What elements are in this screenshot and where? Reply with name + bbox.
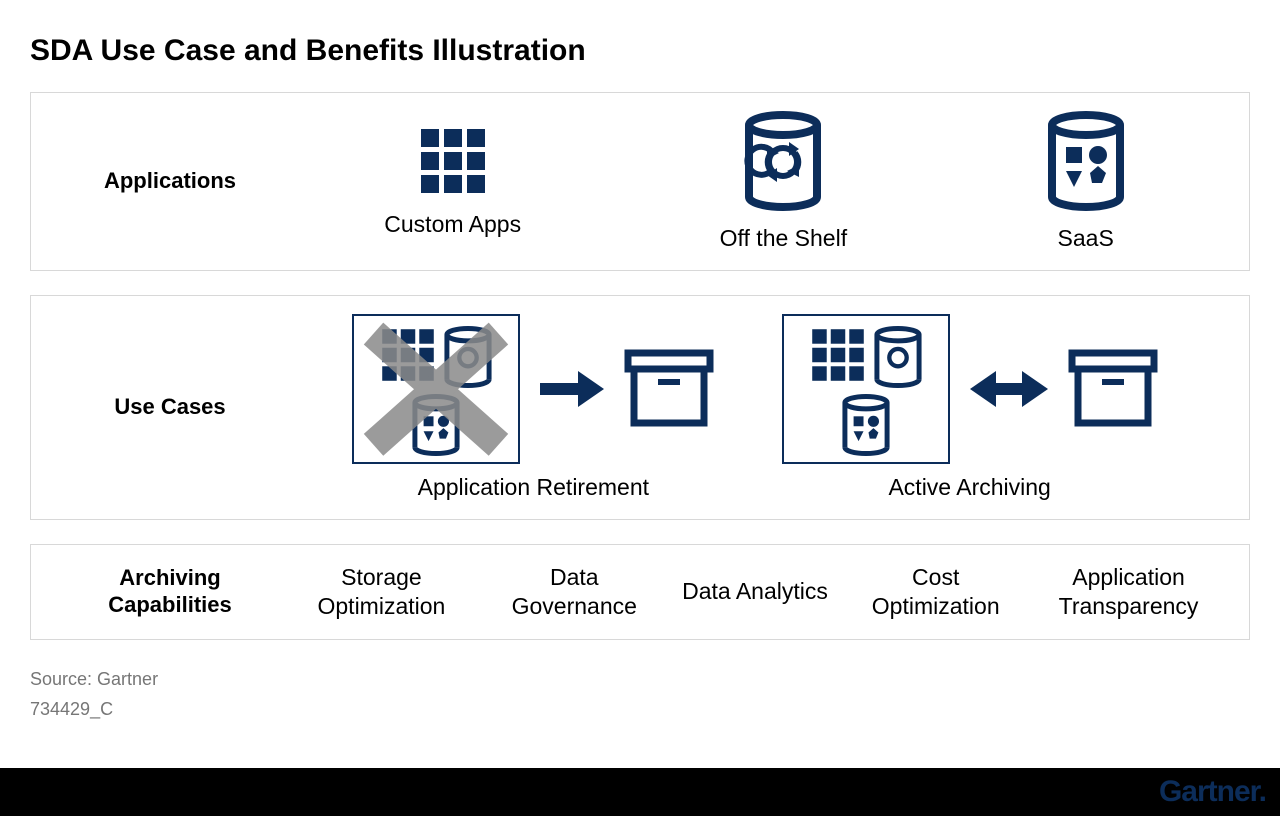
grid-icon <box>809 326 867 384</box>
usecase-active-archiving: Active Archiving <box>782 314 1158 501</box>
archive-box-icon <box>1068 349 1158 429</box>
app-ots-caption: Off the Shelf <box>720 225 847 252</box>
database-shapes-icon <box>1046 111 1126 211</box>
footer-bar: Gartner. <box>0 768 1280 816</box>
grid-icon <box>379 326 437 384</box>
cap-governance: Data Governance <box>489 563 659 621</box>
usecases-panel: Use Cases <box>30 295 1250 520</box>
brand-logo: Gartner. <box>1159 775 1266 809</box>
capabilities-label: Archiving Capabilities <box>55 565 285 618</box>
cap-cost: Cost Optimization <box>851 563 1021 621</box>
usecase-retirement-caption: Application Retirement <box>418 474 649 501</box>
usecases-content: Application Retirement <box>285 314 1225 501</box>
archive-box-icon <box>624 349 714 429</box>
applications-content: Custom Apps <box>285 111 1225 252</box>
database-sync-icon <box>743 111 823 211</box>
app-saas-caption: SaaS <box>1058 225 1114 252</box>
database-shapes-icon <box>411 394 461 456</box>
capabilities-content: Storage Optimization Data Governance Dat… <box>285 563 1225 621</box>
app-saas: SaaS <box>1046 111 1126 252</box>
cap-analytics: Data Analytics <box>682 577 828 606</box>
usecase-retirement-box <box>352 314 520 464</box>
page-title: SDA Use Case and Benefits Illustration <box>30 34 1250 68</box>
usecase-retirement: Application Retirement <box>352 314 714 501</box>
database-sync-icon <box>873 326 923 388</box>
applications-panel: Applications Custom Apps <box>30 92 1250 271</box>
app-custom-caption: Custom Apps <box>384 211 521 238</box>
usecase-active-box <box>782 314 950 464</box>
cap-transparency: Application Transparency <box>1044 563 1214 621</box>
cap-storage: Storage Optimization <box>296 563 466 621</box>
grid-icon <box>417 125 489 197</box>
usecase-active-caption: Active Archiving <box>888 474 1050 501</box>
source-text: Source: Gartner <box>30 664 1250 695</box>
app-off-the-shelf: Off the Shelf <box>720 111 847 252</box>
app-custom: Custom Apps <box>384 125 521 238</box>
arrow-right-icon <box>540 369 604 409</box>
arrow-both-icon <box>970 369 1048 409</box>
database-sync-icon <box>443 326 493 388</box>
capabilities-panel: Archiving Capabilities Storage Optimizat… <box>30 544 1250 640</box>
database-shapes-icon <box>841 394 891 456</box>
usecases-label: Use Cases <box>55 394 285 420</box>
applications-label: Applications <box>55 168 285 194</box>
ref-text: 734429_C <box>30 694 1250 725</box>
